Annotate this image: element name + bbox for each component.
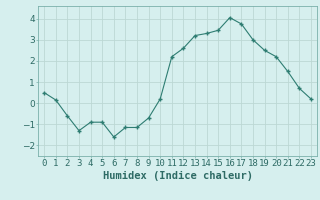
X-axis label: Humidex (Indice chaleur): Humidex (Indice chaleur) [103, 171, 252, 181]
